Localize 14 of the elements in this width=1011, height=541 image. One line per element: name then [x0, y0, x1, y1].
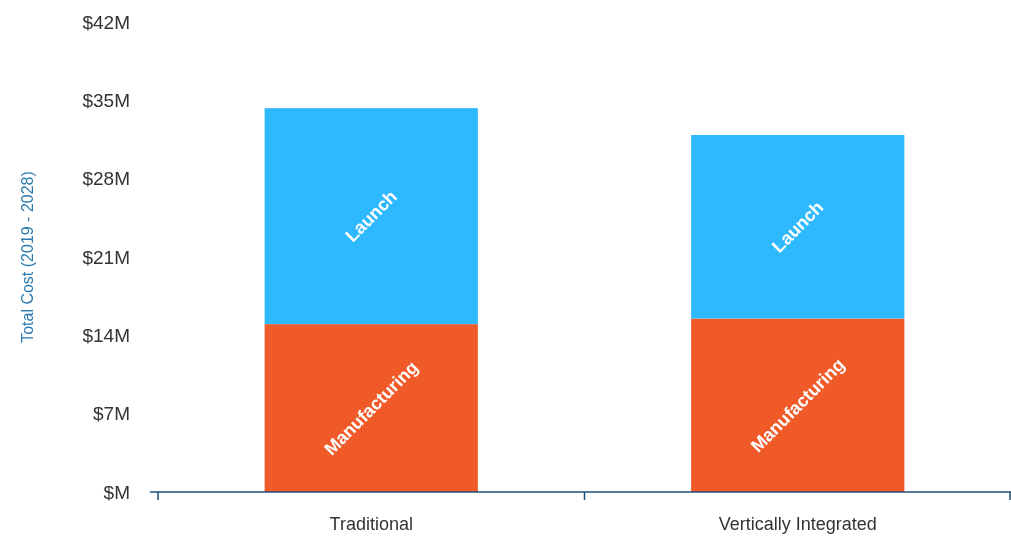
y-tick-label: $7M — [93, 403, 130, 425]
y-axis-title: Total Cost (2019 - 2028) — [19, 171, 36, 343]
bar — [264, 108, 478, 325]
y-tick-label: $35M — [82, 89, 130, 111]
y-tick-label: $M — [103, 481, 130, 503]
y-tick-label: $42M — [82, 11, 130, 33]
y-tick-label: $21M — [82, 246, 130, 268]
bar — [691, 318, 905, 492]
y-tick-label: $14M — [82, 324, 130, 346]
y-tick-label: $28M — [82, 168, 130, 190]
x-tick-label: Vertically Integrated — [718, 514, 877, 534]
bar — [264, 324, 478, 492]
bar — [691, 135, 905, 319]
x-tick-label: Traditional — [329, 514, 413, 534]
